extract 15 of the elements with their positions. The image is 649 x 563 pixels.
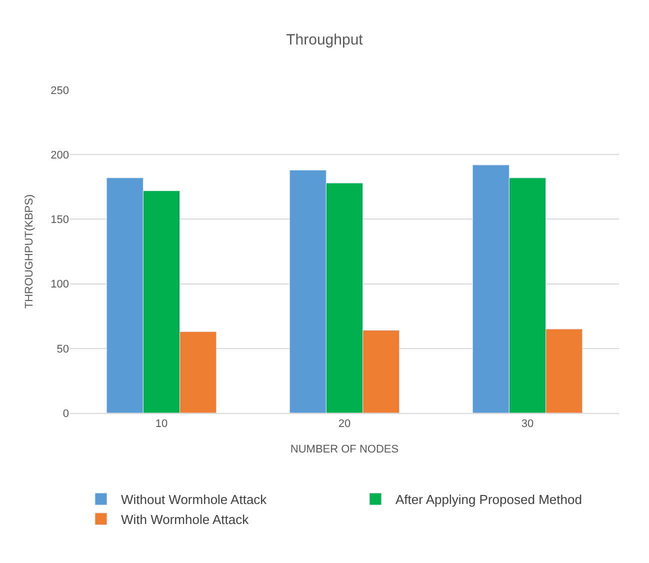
legend-label: After Applying Proposed Method xyxy=(395,492,582,508)
y-tick-label: 150 xyxy=(50,214,69,226)
y-axis-title: THROUGHPUT(KBPS) xyxy=(23,194,36,309)
x-tick-label: 30 xyxy=(521,418,534,430)
x-tick-label: 10 xyxy=(155,418,168,430)
x-axis-title: NUMBER OF NODES xyxy=(290,443,399,456)
y-tick-label: 100 xyxy=(50,278,69,291)
chart-title: Throughput xyxy=(286,31,364,48)
legend-label: Without Wormhole Attack xyxy=(120,492,268,508)
legend-label: With Wormhole Attack xyxy=(120,512,250,527)
y-tick-label: 0 xyxy=(62,408,69,420)
x-tick-label: 20 xyxy=(338,418,351,430)
y-tick-label: 200 xyxy=(50,149,69,162)
y-tick-label: 250 xyxy=(50,84,69,97)
y-tick-label: 50 xyxy=(56,343,69,356)
